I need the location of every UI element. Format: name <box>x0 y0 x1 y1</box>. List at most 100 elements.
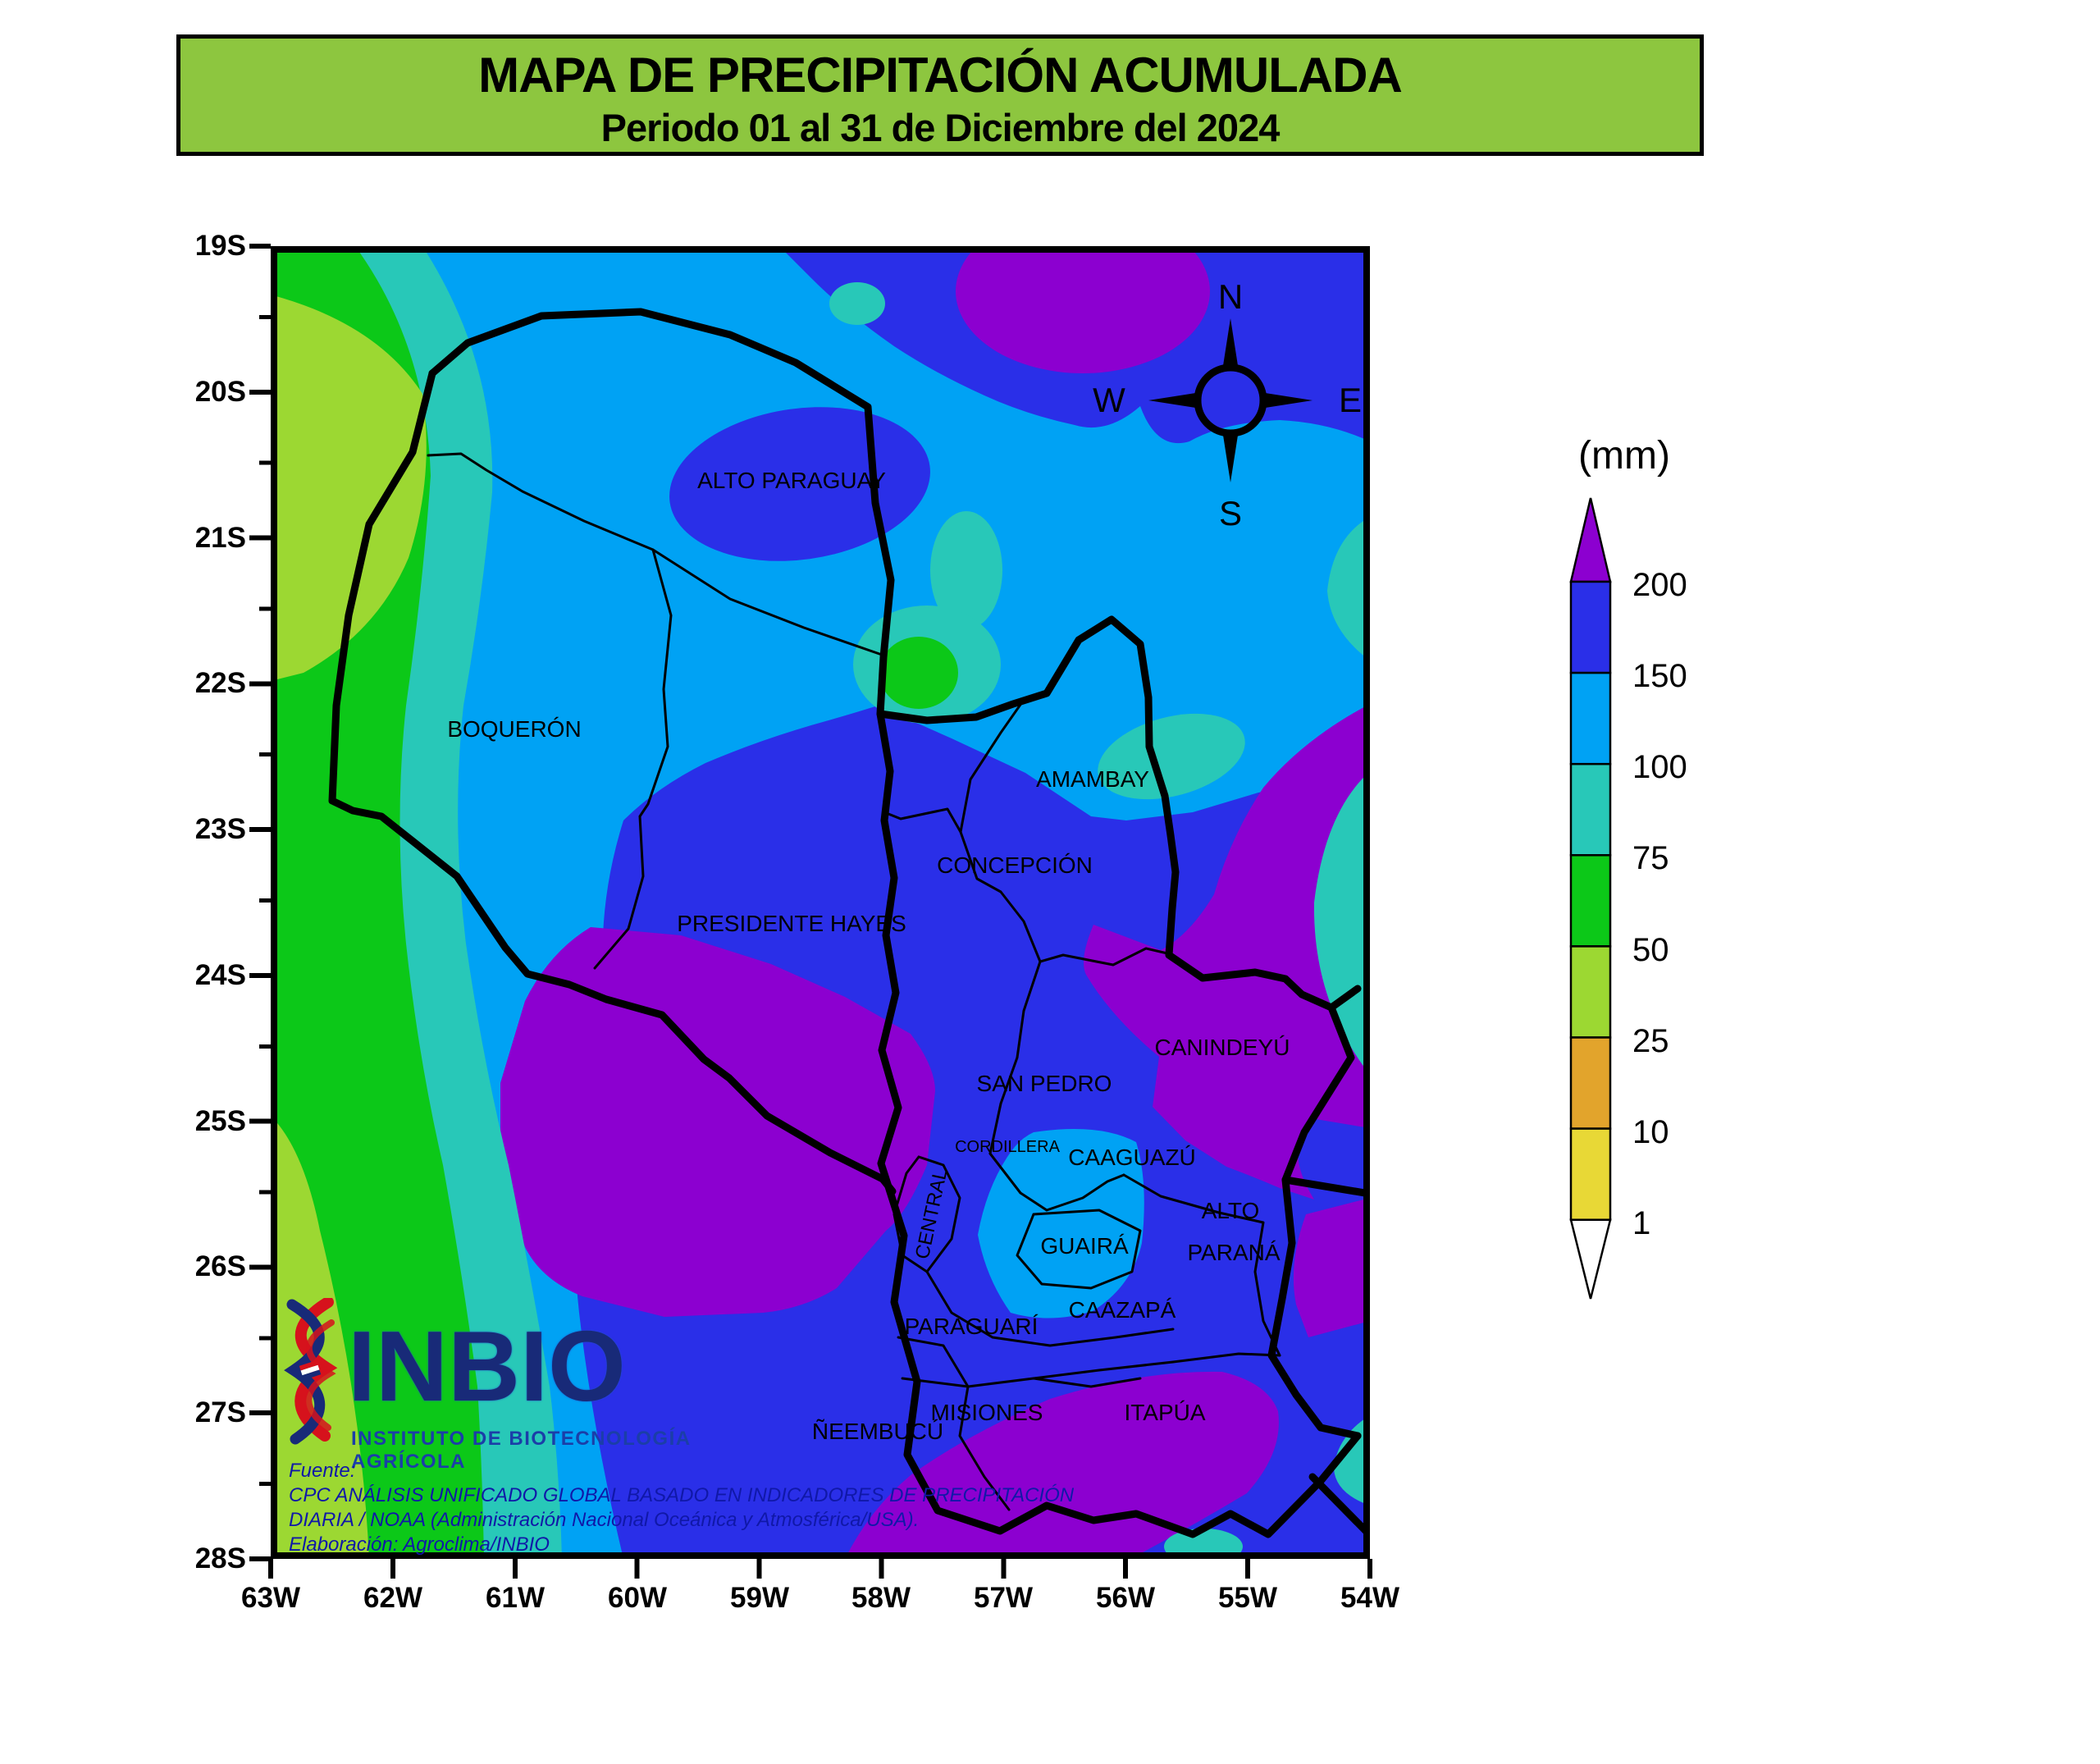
legend-seg-150-200 <box>1569 580 1612 674</box>
dna-helix-icon <box>284 1298 338 1445</box>
lat-label-28s: 28S <box>194 1542 246 1574</box>
teal-right-low <box>1334 1415 1370 1506</box>
label-alto-parana-line2: PARANÁ <box>1187 1240 1280 1265</box>
legend-value-150: 150 <box>1632 658 1687 694</box>
country-border <box>328 308 1370 1538</box>
blob-altoparana-edge-200 <box>1293 1198 1370 1337</box>
legend-value-200: 200 <box>1632 567 1687 603</box>
legend-value-50: 50 <box>1632 932 1669 968</box>
source-line-2: CPC ANÁLISIS UNIFICADO GLOBAL BASADO EN … <box>289 1484 1075 1506</box>
lat-label-23s: 23S <box>194 813 246 845</box>
map-frame <box>271 246 1370 1559</box>
label-alto-paraguay: ALTO PARAGUAY <box>697 468 886 493</box>
label-paraguari: PARAGUARÍ <box>905 1314 1039 1339</box>
legend-value-25: 25 <box>1632 1023 1669 1059</box>
precipitation-map: N S E W ALTO PARAGUAY BOQUERÓN AMAMBAY C… <box>271 246 1370 1559</box>
blob-presidente-hayes-200 <box>500 927 935 1317</box>
label-neembucu: ÑEEMBUCÚ <box>812 1419 943 1444</box>
source-line-4: Elaboración: Agroclima/INBIO <box>289 1533 550 1556</box>
legend-value-1: 1 <box>1632 1205 1651 1241</box>
lat-label-25s: 25S <box>194 1105 246 1137</box>
label-cordillera: CORDILLERA <box>955 1138 1060 1156</box>
y-axis-minor-ticks <box>259 244 271 1566</box>
legend-seg-50-75 <box>1569 854 1612 948</box>
teal-river-north <box>829 282 885 325</box>
compass-rose: N S E W <box>1093 277 1362 532</box>
source-line-1: Fuente: <box>289 1460 356 1482</box>
blob-alto-paraguay-150-200 <box>669 407 930 561</box>
legend-colorbar <box>1569 497 1612 1300</box>
source-line-3: DIARIA / NOAA (Administración Nacional O… <box>289 1509 920 1531</box>
lon-label-57w: 57W <box>974 1582 1033 1614</box>
teal-bottom <box>1164 1529 1243 1559</box>
label-guaira: GUAIRÁ <box>1040 1233 1129 1259</box>
lat-label-19s: 19S <box>194 230 246 262</box>
department-boundaries <box>427 452 1281 1511</box>
title-banner: MAPA DE PRECIPITACIÓN ACUMULADA Periodo … <box>176 34 1704 156</box>
legend-seg-75-100 <box>1569 762 1612 857</box>
lon-label-62w: 62W <box>363 1582 422 1614</box>
source-attribution: Fuente: CPC ANÁLISIS UNIFICADO GLOBAL BA… <box>289 1459 1074 1557</box>
lat-label-26s: 26S <box>194 1250 246 1282</box>
x-axis-major-ticks <box>268 1559 1376 1579</box>
lon-label-58w: 58W <box>851 1582 911 1614</box>
patch-west-25-50-north <box>271 295 427 681</box>
green-core-river <box>879 637 958 709</box>
label-caaguazu: CAAGUAZÚ <box>1068 1145 1196 1170</box>
lon-label-59w: 59W <box>730 1582 789 1614</box>
label-presidente-hayes: PRESIDENTE HAYES <box>677 911 906 936</box>
label-boqueron: BOQUERÓN <box>447 716 581 742</box>
lon-label-56w: 56W <box>1096 1582 1155 1614</box>
compass-n-label: N <box>1218 277 1243 316</box>
legend-value-75: 75 <box>1632 840 1669 876</box>
blob-guaira-100-150 <box>978 1129 1144 1318</box>
lon-label-60w: 60W <box>608 1582 667 1614</box>
label-amambay: AMAMBAY <box>1036 766 1149 792</box>
compass-west-needle-icon <box>1148 392 1201 409</box>
inbio-subtitle: INSTITUTO DE BIOTECNOLOGÍA AGRÍCOLA <box>351 1428 691 1473</box>
label-caazapa: CAAZAPÁ <box>1069 1297 1176 1323</box>
lon-label-63w: 63W <box>241 1582 300 1614</box>
lat-label-21s: 21S <box>194 522 246 554</box>
paraguay-flag-icon <box>299 1360 322 1380</box>
compass-north-needle-icon <box>1222 318 1239 371</box>
inbio-wordmark: INBIO <box>348 1310 626 1422</box>
lon-label-61w: 61W <box>486 1582 545 1614</box>
lat-label-22s: 22S <box>194 667 246 699</box>
label-itapua: ITAPÚA <box>1124 1400 1205 1425</box>
label-alto-parana-line1: ALTO <box>1202 1198 1260 1223</box>
legend-seg-10-25 <box>1569 1036 1612 1130</box>
compass-east-needle-icon <box>1260 392 1312 409</box>
compass-e-label: E <box>1339 381 1362 419</box>
teal-streak <box>930 511 1002 629</box>
lon-label-55w: 55W <box>1218 1582 1277 1614</box>
compass-south-needle-icon <box>1222 430 1239 482</box>
blob-north-200 <box>956 246 1210 373</box>
legend-seg-100-150 <box>1569 671 1612 765</box>
map-canvas: N S E W ALTO PARAGUAY BOQUERÓN AMAMBAY C… <box>271 246 1370 1559</box>
lat-label-20s: 20S <box>194 376 246 408</box>
teal-right-top <box>1327 517 1370 660</box>
label-misiones: MISIONES <box>931 1400 1043 1425</box>
label-san-pedro: SAN PEDRO <box>977 1071 1112 1096</box>
label-canindeyu: CANINDEYÚ <box>1155 1035 1290 1060</box>
label-concepcion: CONCEPCIÓN <box>937 852 1093 878</box>
teal-amambay <box>1098 713 1245 800</box>
legend-title: (mm) <box>1578 434 1670 478</box>
compass-w-label: W <box>1093 381 1125 419</box>
inbio-logo: INBIO INSTITUTO DE BIOTECNOLOGÍA AGRÍCOL… <box>277 1298 704 1473</box>
legend-value-10: 10 <box>1632 1114 1669 1150</box>
legend-seg-25-50 <box>1569 945 1612 1039</box>
lat-label-24s: 24S <box>194 959 246 991</box>
teal-right-mid <box>1313 771 1370 1075</box>
map-subtitle: Periodo 01 al 31 de Diciembre del 2024 <box>600 106 1281 149</box>
legend-arrow-bottom <box>1569 1218 1612 1300</box>
compass-s-label: S <box>1219 494 1242 532</box>
map-title: MAPA DE PRECIPITACIÓN ACUMULADA <box>478 48 1403 103</box>
lat-label-27s: 27S <box>194 1396 246 1428</box>
lon-label-54w: 54W <box>1340 1582 1399 1614</box>
legend-seg-1-10 <box>1569 1127 1612 1221</box>
legend-value-100: 100 <box>1632 749 1687 785</box>
legend-arrow-top <box>1569 497 1612 583</box>
